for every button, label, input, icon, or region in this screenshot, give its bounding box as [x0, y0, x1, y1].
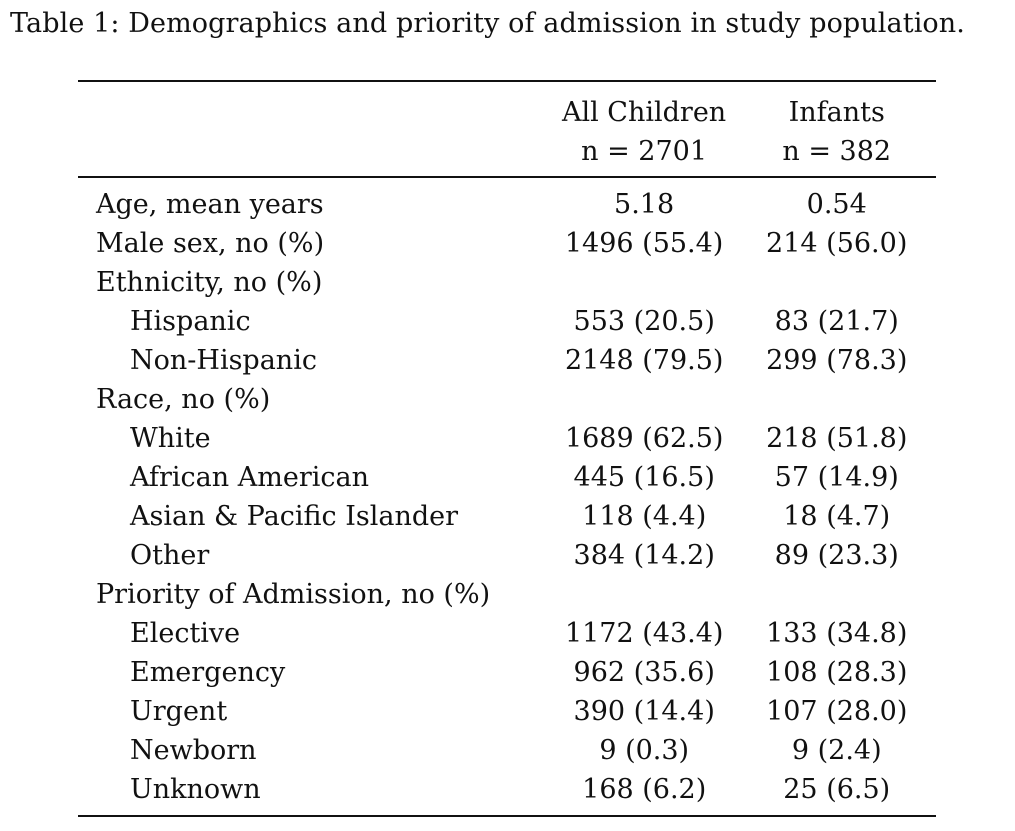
row-label: Other	[130, 539, 210, 571]
row-label: Newborn	[130, 734, 257, 766]
table-row: Priority of Admission, no (%)	[78, 575, 936, 614]
row-label: African American	[130, 461, 369, 493]
top-rule	[78, 80, 936, 82]
cell-all-children: 390 (14.4)	[573, 695, 715, 727]
cell-all-children: 962 (35.6)	[573, 656, 715, 688]
table-row: Ethnicity, no (%)	[78, 263, 936, 302]
row-label: Male sex, no (%)	[96, 227, 325, 259]
column-header-infants-title: Infants	[788, 97, 885, 128]
cell-all-children: 2148 (79.5)	[564, 344, 724, 376]
table-row: Asian & Pacific Islander 118 (4.4) 18 (4.7…	[78, 497, 936, 536]
cell-infants: 214 (56.0)	[766, 227, 908, 259]
table-row: Urgent 390 (14.4) 107 (28.0)	[78, 692, 936, 731]
table-row: Elective 1172 (43.4) 133 (34.8)	[78, 614, 936, 653]
cell-all-children: 1172 (43.4)	[564, 617, 724, 649]
cell-all-children: 445 (16.5)	[573, 461, 715, 493]
cell-all-children: 553 (20.5)	[573, 305, 715, 337]
cell-infants: 108 (28.3)	[766, 656, 908, 688]
cell-infants: 83 (21.7)	[774, 305, 899, 337]
row-label: White	[130, 422, 211, 454]
row-label: Unknown	[130, 773, 261, 805]
row-label: Urgent	[130, 695, 228, 727]
table-row: Hispanic 553 (20.5) 83 (21.7)	[78, 302, 936, 341]
column-header-all-children-n: n = 2701	[581, 136, 708, 167]
table-header-row: All Children n = 2701 Infants n = 382	[78, 82, 936, 176]
row-label: Emergency	[130, 656, 286, 688]
bottom-rule	[78, 814, 936, 817]
table-row: Male sex, no (%) 1496 (55.4) 214 (56.0)	[78, 224, 936, 263]
column-header-infants-n: n = 382	[782, 136, 892, 167]
table-row: Other 384 (14.2) 89 (23.3)	[78, 536, 936, 575]
mid-rule	[78, 176, 936, 178]
table-row: Emergency 962 (35.6) 108 (28.3)	[78, 653, 936, 692]
cell-infants: 57 (14.9)	[774, 461, 899, 493]
cell-infants: 107 (28.0)	[766, 695, 908, 727]
cell-infants: 89 (23.3)	[774, 539, 899, 571]
cell-all-children: 118 (4.4)	[582, 500, 707, 532]
cell-infants: 9 (2.4)	[791, 734, 882, 766]
cell-infants: 18 (4.7)	[783, 500, 891, 532]
cell-all-children: 1496 (55.4)	[564, 227, 724, 259]
table-row: Newborn 9 (0.3) 9 (2.4)	[78, 731, 936, 770]
cell-infants: 133 (34.8)	[766, 617, 908, 649]
table-row: Age, mean years 5.18 0.54	[78, 185, 936, 224]
row-label: Non-Hispanic	[130, 344, 317, 376]
cell-infants: 0.54	[806, 188, 867, 220]
cell-all-children: 5.18	[614, 188, 675, 220]
row-label: Hispanic	[130, 305, 251, 337]
table-caption: Table 1: Demographics and priority of ad…	[10, 8, 965, 39]
row-label: Ethnicity, no (%)	[96, 266, 323, 298]
cell-infants: 25 (6.5)	[783, 773, 891, 805]
table-body: Age, mean years 5.18 0.54 Male sex, no (%) 1…	[78, 178, 936, 815]
cell-infants: 218 (51.8)	[766, 422, 908, 454]
cell-all-children: 384 (14.2)	[573, 539, 715, 571]
row-label: Race, no (%)	[96, 383, 271, 415]
table-row: Non-Hispanic 2148 (79.5) 299 (78.3)	[78, 341, 936, 380]
table-row: White 1689 (62.5) 218 (51.8)	[78, 419, 936, 458]
cell-infants: 299 (78.3)	[766, 344, 908, 376]
table-row: Race, no (%)	[78, 380, 936, 419]
row-label: Elective	[130, 617, 241, 649]
cell-all-children: 1689 (62.5)	[564, 422, 724, 454]
cell-all-children: 9 (0.3)	[599, 734, 690, 766]
table-row: Unknown 168 (6.2) 25 (6.5)	[78, 770, 936, 809]
cell-all-children: 168 (6.2)	[582, 773, 707, 805]
column-header-all-children-title: All Children	[561, 97, 727, 128]
row-label: Asian & Pacific Islander	[130, 500, 459, 532]
table-row: African American 445 (16.5) 57 (14.9)	[78, 458, 936, 497]
row-label: Age, mean years	[96, 188, 324, 220]
demographics-table: All Children n = 2701 Infants n = 382 Ag…	[78, 80, 936, 817]
row-label: Priority of Admission, no (%)	[96, 578, 491, 610]
column-header-infants: Infants n = 382	[737, 82, 936, 171]
column-header-all-children: All Children n = 2701	[545, 82, 744, 171]
